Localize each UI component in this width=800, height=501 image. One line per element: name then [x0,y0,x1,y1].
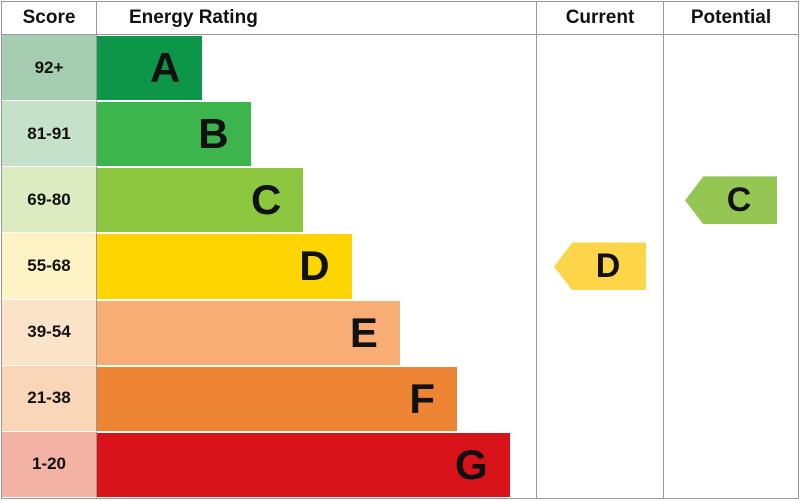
band-bar-c: C [97,168,304,233]
current-cell-g [537,431,664,498]
current-arrow: D [554,242,646,291]
band-bar-f: F [97,366,457,431]
band-row-a: A [97,35,537,102]
band-letter-e: E [349,308,378,356]
current-cell-e [537,299,664,366]
band-bar-g: G [97,432,510,497]
potential-cell-e [664,300,798,366]
potential-cell-b [664,101,798,167]
current-cell-a [537,35,664,102]
band-letter-b: B [198,110,229,158]
band-letter-a: A [150,44,181,92]
band-bar-e: E [97,300,400,365]
band-bar-b: B [97,102,251,167]
band-letter-f: F [409,374,435,422]
band-bar-a: A [97,36,203,101]
score-header: Score [2,2,97,35]
band-row-c: C [97,167,537,234]
band-row-e: E [97,299,537,366]
potential-cell-c: C [664,167,798,233]
score-range-c: 69-80 [2,167,97,234]
potential-cell-a [664,35,798,101]
score-range-g: 1-20 [2,431,97,498]
band-letter-d: D [299,242,330,290]
score-range-b: 81-91 [2,101,97,168]
energy-rating-header: Energy Rating [97,2,537,35]
band-row-b: B [97,101,537,168]
current-letter: D [595,246,621,285]
potential-cell-d [664,233,798,299]
band-letter-g: G [454,440,488,488]
band-row-d: D [97,233,537,300]
potential-letter: C [726,180,752,219]
band-letter-c: C [250,176,282,224]
current-cell-c [537,167,664,234]
potential-header: Potential [664,2,798,35]
potential-cell-g [664,432,798,498]
score-range-e: 39-54 [2,299,97,366]
score-range-d: 55-68 [2,233,97,300]
score-range-f: 21-38 [2,365,97,432]
score-range-a: 92+ [2,35,97,102]
potential-cell-f [664,366,798,432]
potential-arrow: C [685,176,777,225]
current-cell-b [537,101,664,168]
band-row-f: F [97,365,537,432]
band-row-g: G [97,431,537,498]
band-bar-d: D [97,234,352,299]
current-cell-d: D [537,233,664,300]
current-header: Current [537,2,664,35]
current-cell-f [537,365,664,432]
